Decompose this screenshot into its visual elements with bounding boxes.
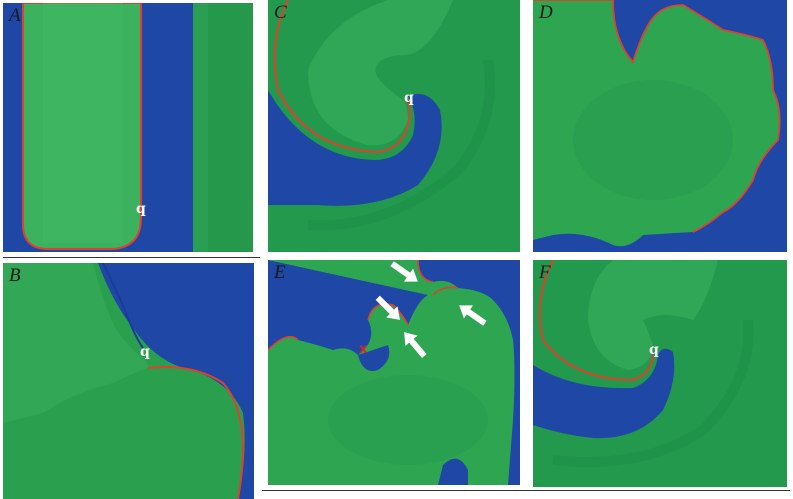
panel-d-label: D — [539, 2, 553, 23]
panel-c-image — [268, 0, 520, 252]
panel-b: B q — [3, 263, 254, 499]
panel-c-q-label: q — [404, 90, 414, 106]
panel-d: D — [533, 0, 787, 252]
panel-e-x-marker: x — [359, 342, 368, 357]
panel-f: F q — [533, 260, 787, 487]
arrow-icon — [404, 332, 427, 359]
panel-b-image — [3, 263, 254, 499]
panel-f-q-label: q — [649, 342, 659, 358]
arrow-icon — [375, 295, 400, 320]
panel-a: A q — [3, 3, 253, 252]
panel-d-image — [533, 0, 787, 252]
arrow-icon — [459, 305, 487, 326]
panel-f-image — [533, 260, 787, 487]
panel-e-label: E — [274, 262, 286, 283]
separator-line-bottom — [262, 490, 790, 491]
panel-b-label: B — [9, 265, 21, 286]
panel-c: C q — [268, 0, 520, 252]
panel-b-q-label: q — [140, 344, 150, 360]
panel-e: E x — [268, 260, 520, 485]
separator-line-top — [3, 257, 260, 258]
panel-a-q-label: q — [136, 201, 146, 217]
panel-a-image — [3, 3, 253, 252]
arrow-icon — [390, 261, 418, 282]
panel-a-label: A — [9, 5, 21, 26]
panel-e-image — [268, 260, 520, 485]
panel-c-label: C — [274, 2, 287, 23]
arrow-icons — [375, 261, 487, 359]
panel-f-label: F — [539, 262, 551, 283]
